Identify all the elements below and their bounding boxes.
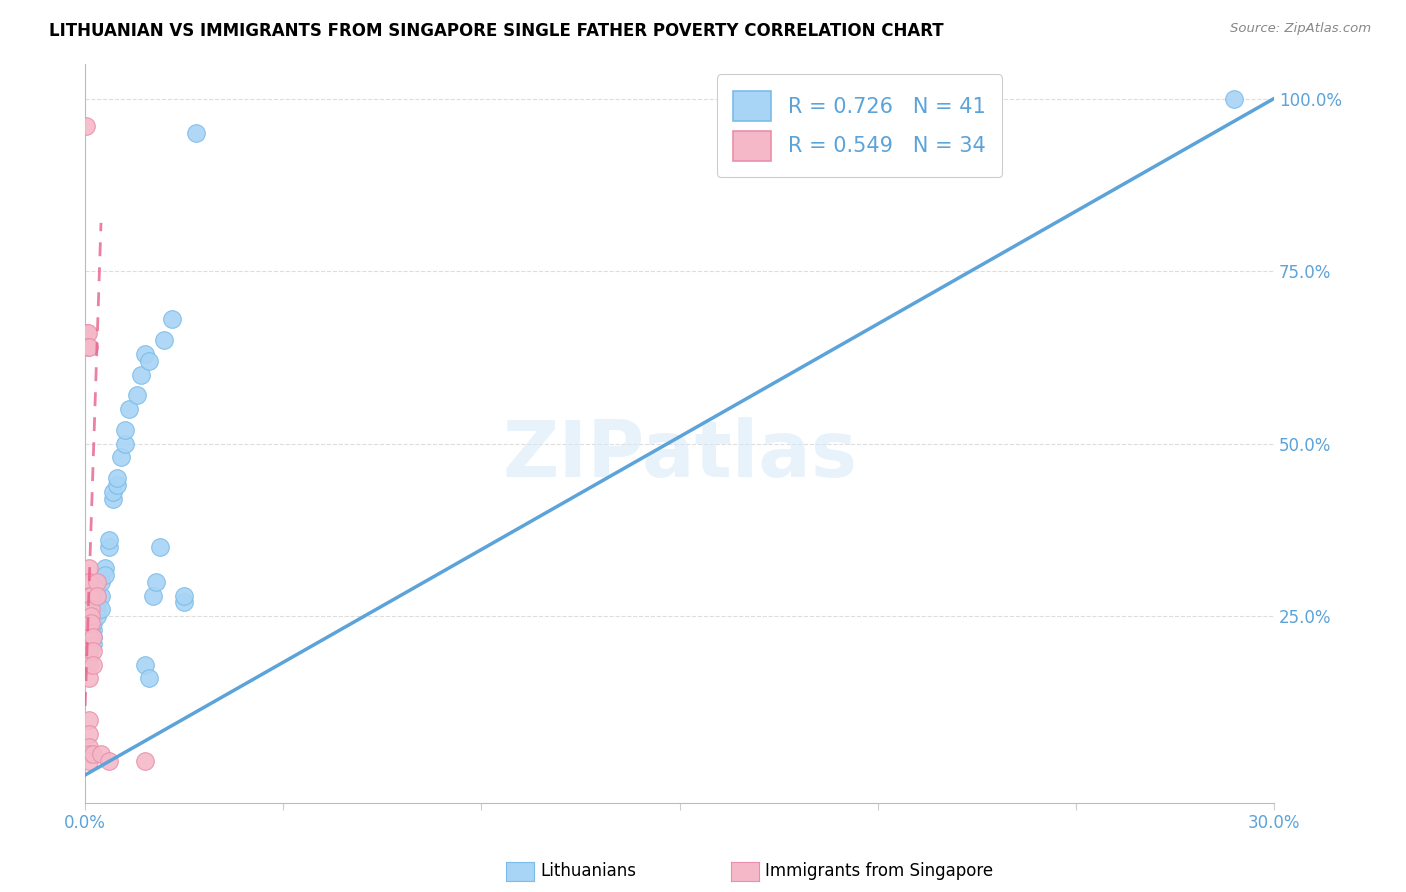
Point — [138, 354, 160, 368]
Point — [134, 754, 156, 768]
Point — [86, 595, 108, 609]
Point — [77, 657, 100, 672]
Point — [77, 561, 100, 575]
Point — [86, 589, 108, 603]
Point — [134, 657, 156, 672]
Point — [86, 602, 108, 616]
Point — [94, 561, 117, 575]
Point — [77, 637, 100, 651]
Point — [80, 616, 103, 631]
Point — [82, 657, 104, 672]
Point — [77, 754, 100, 768]
Text: Source: ZipAtlas.com: Source: ZipAtlas.com — [1230, 22, 1371, 36]
Point — [80, 589, 103, 603]
Point — [114, 436, 136, 450]
Point — [82, 637, 104, 651]
Point — [162, 312, 184, 326]
Point — [80, 602, 103, 616]
Point — [77, 726, 100, 740]
Point — [77, 747, 100, 762]
Point — [145, 574, 167, 589]
Point — [86, 574, 108, 589]
Point — [114, 423, 136, 437]
Point — [80, 609, 103, 624]
Point — [86, 609, 108, 624]
Point — [90, 574, 112, 589]
Point — [82, 630, 104, 644]
Point — [101, 485, 124, 500]
Point — [77, 644, 100, 658]
Point — [90, 589, 112, 603]
Point — [105, 471, 128, 485]
Point — [77, 671, 100, 685]
Point — [82, 616, 104, 631]
Point — [90, 747, 112, 762]
Point — [77, 630, 100, 644]
Point — [173, 595, 195, 609]
Point — [149, 540, 172, 554]
Point — [90, 602, 112, 616]
Point — [138, 671, 160, 685]
Point — [77, 713, 100, 727]
Point — [77, 740, 100, 755]
Text: Lithuanians: Lithuanians — [540, 863, 636, 880]
Point — [77, 602, 100, 616]
Point — [153, 333, 176, 347]
Point — [77, 650, 100, 665]
Point — [77, 340, 100, 354]
Point — [94, 567, 117, 582]
Text: LITHUANIAN VS IMMIGRANTS FROM SINGAPORE SINGLE FATHER POVERTY CORRELATION CHART: LITHUANIAN VS IMMIGRANTS FROM SINGAPORE … — [49, 22, 943, 40]
Point — [77, 623, 100, 637]
Point — [1223, 92, 1246, 106]
Point — [101, 491, 124, 506]
Point — [82, 644, 104, 658]
Point — [97, 540, 120, 554]
Point — [77, 589, 100, 603]
Point — [77, 609, 100, 624]
Point — [97, 533, 120, 548]
Point — [125, 388, 148, 402]
Point — [77, 340, 100, 354]
Point — [118, 402, 141, 417]
Text: Immigrants from Singapore: Immigrants from Singapore — [765, 863, 993, 880]
Point — [134, 347, 156, 361]
Point — [129, 368, 152, 382]
Legend: R = 0.726   N = 41, R = 0.549   N = 34: R = 0.726 N = 41, R = 0.549 N = 34 — [717, 74, 1002, 178]
Point — [105, 478, 128, 492]
Point — [76, 326, 98, 341]
Point — [82, 630, 104, 644]
Point — [82, 747, 104, 762]
Point — [141, 589, 163, 603]
Point — [75, 119, 97, 133]
Point — [77, 574, 100, 589]
Point — [184, 126, 207, 140]
Point — [110, 450, 132, 465]
Point — [97, 754, 120, 768]
Point — [77, 630, 100, 644]
Point — [76, 326, 98, 341]
Text: ZIPatlas: ZIPatlas — [502, 417, 858, 493]
Point — [77, 616, 100, 631]
Point — [173, 589, 195, 603]
Point — [77, 644, 100, 658]
Point — [82, 623, 104, 637]
